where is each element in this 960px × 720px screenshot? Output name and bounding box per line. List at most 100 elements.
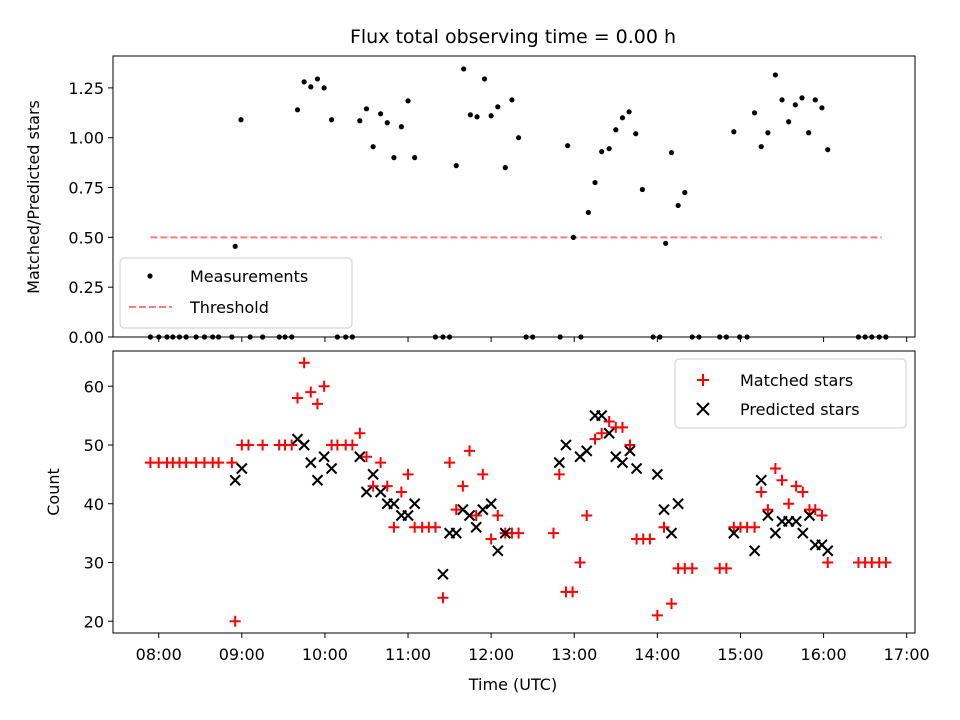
x-tick-label: 11:00 bbox=[385, 645, 431, 664]
predicted-star-point bbox=[797, 527, 809, 539]
measurement-point bbox=[819, 105, 825, 111]
predicted-star-point bbox=[367, 468, 379, 481]
measurement-point bbox=[314, 76, 321, 82]
measurement-point bbox=[812, 97, 818, 103]
matched-star-point bbox=[651, 609, 663, 621]
measurement-point bbox=[626, 109, 632, 115]
matched-star-point bbox=[567, 586, 579, 598]
measurement-point bbox=[294, 107, 301, 113]
matched-star-point bbox=[492, 510, 504, 521]
chart-title: Flux total observing time = 0.00 h bbox=[350, 26, 676, 48]
matched-star-point bbox=[213, 457, 225, 469]
top-y-tick-label: 0.75 bbox=[68, 179, 104, 198]
predicted-star-point bbox=[437, 568, 449, 580]
top-y-tick-label: 1.25 bbox=[68, 79, 104, 98]
matched-star-point bbox=[769, 463, 781, 474]
x-tick-label: 09:00 bbox=[219, 645, 265, 664]
matched-star-point bbox=[444, 457, 456, 469]
matched-star-point bbox=[762, 504, 774, 516]
bottom-panel-legend-box bbox=[674, 358, 907, 429]
predicted-star-point bbox=[672, 498, 684, 510]
bottom-y-tick-label: 40 bbox=[84, 495, 104, 514]
x-tick-label: 14:00 bbox=[634, 645, 680, 664]
measurement-point bbox=[799, 95, 805, 101]
measurement-point bbox=[474, 114, 480, 120]
matched-star-point bbox=[437, 592, 449, 604]
predicted-star-point bbox=[748, 545, 761, 557]
measurement-point bbox=[565, 143, 571, 149]
predicted-star-point bbox=[463, 509, 476, 522]
predicted-star-point bbox=[762, 509, 774, 522]
top-panel: Flux total observing time = 0.00 h 0.00 0… bbox=[24, 26, 916, 347]
matched-star-point bbox=[783, 498, 795, 510]
matched-star-point bbox=[485, 533, 497, 545]
matched-star-point bbox=[776, 474, 788, 486]
predicted-star-point bbox=[651, 468, 664, 481]
measurement-point bbox=[731, 129, 737, 135]
measurement-point bbox=[238, 117, 244, 123]
matched-star-point bbox=[596, 427, 608, 439]
measurement-point bbox=[502, 165, 508, 171]
matched-star-point bbox=[470, 510, 482, 521]
matched-star-point bbox=[298, 357, 310, 369]
bottom-panel-frame bbox=[112, 350, 916, 634]
top-panel-x-axis-ticks bbox=[158, 337, 908, 342]
predicted-star-point bbox=[305, 456, 317, 469]
matched-star-point bbox=[318, 380, 330, 392]
matched-star-point bbox=[790, 480, 802, 492]
measurement-point bbox=[613, 127, 619, 133]
predicted-stars-legend-label: Predicted stars bbox=[740, 400, 860, 419]
matched-star-point bbox=[749, 521, 761, 533]
measurement-point bbox=[405, 98, 411, 104]
matched-star-point bbox=[257, 439, 269, 451]
predicted-star-point bbox=[388, 498, 400, 510]
top-y-tick-label: 0.50 bbox=[68, 228, 104, 247]
top-panel-y-axis-ticks: 0.00 0.25 0.50 0.75 1.00 1.25 bbox=[68, 79, 113, 347]
top-panel-y-axis-label: Matched/Predicted stars bbox=[24, 100, 43, 294]
predicted-star-point bbox=[553, 456, 566, 469]
predicted-star-point bbox=[236, 462, 248, 475]
predicted-star-point bbox=[790, 515, 802, 528]
matched-star-point bbox=[574, 557, 586, 568]
predicted-star-point bbox=[769, 527, 782, 539]
measurement-point bbox=[384, 120, 390, 126]
measurement-point bbox=[308, 84, 314, 90]
matched-star-point bbox=[624, 439, 636, 451]
measurement-point bbox=[675, 202, 681, 209]
predicted-stars-points bbox=[229, 409, 834, 580]
matched-star-point bbox=[226, 457, 238, 469]
measurement-point bbox=[663, 240, 669, 246]
measurement-point bbox=[779, 97, 785, 103]
matched-star-point bbox=[816, 510, 828, 521]
matched-star-point bbox=[755, 486, 767, 498]
measurement-point bbox=[772, 72, 778, 78]
top-y-tick-label: 1.00 bbox=[68, 129, 104, 148]
measurement-point bbox=[232, 243, 238, 249]
measurement-point bbox=[357, 118, 363, 124]
matched-star-point bbox=[367, 480, 379, 492]
matched-star-point bbox=[180, 457, 192, 469]
matched-star-point bbox=[305, 386, 317, 398]
measurement-point bbox=[321, 85, 327, 91]
measurements-legend-label: Measurements bbox=[190, 267, 308, 286]
measurement-point bbox=[467, 112, 473, 118]
top-y-tick-label: 0.00 bbox=[68, 328, 104, 347]
top-panel-points bbox=[147, 66, 889, 340]
bottom-panel-legend: Matched stars Predicted stars bbox=[674, 358, 907, 429]
predicted-star-point bbox=[728, 527, 740, 539]
x-tick-label: 16:00 bbox=[801, 645, 847, 664]
top-panel-legend-box bbox=[119, 257, 353, 329]
x-axis-label: Time (UTC) bbox=[468, 675, 557, 694]
matched-star-point bbox=[880, 557, 892, 568]
bottom-y-tick-label: 50 bbox=[84, 436, 104, 455]
predicted-star-point bbox=[822, 545, 834, 557]
measurement-point bbox=[328, 117, 335, 123]
predicted-star-point bbox=[374, 486, 387, 498]
matched-star-point bbox=[375, 457, 387, 469]
matched-star-point bbox=[720, 562, 732, 574]
x-tick-label: 17:00 bbox=[884, 645, 930, 664]
matched-star-point bbox=[242, 439, 254, 451]
predicted-star-point bbox=[298, 439, 310, 451]
predicted-star-point bbox=[354, 451, 366, 463]
